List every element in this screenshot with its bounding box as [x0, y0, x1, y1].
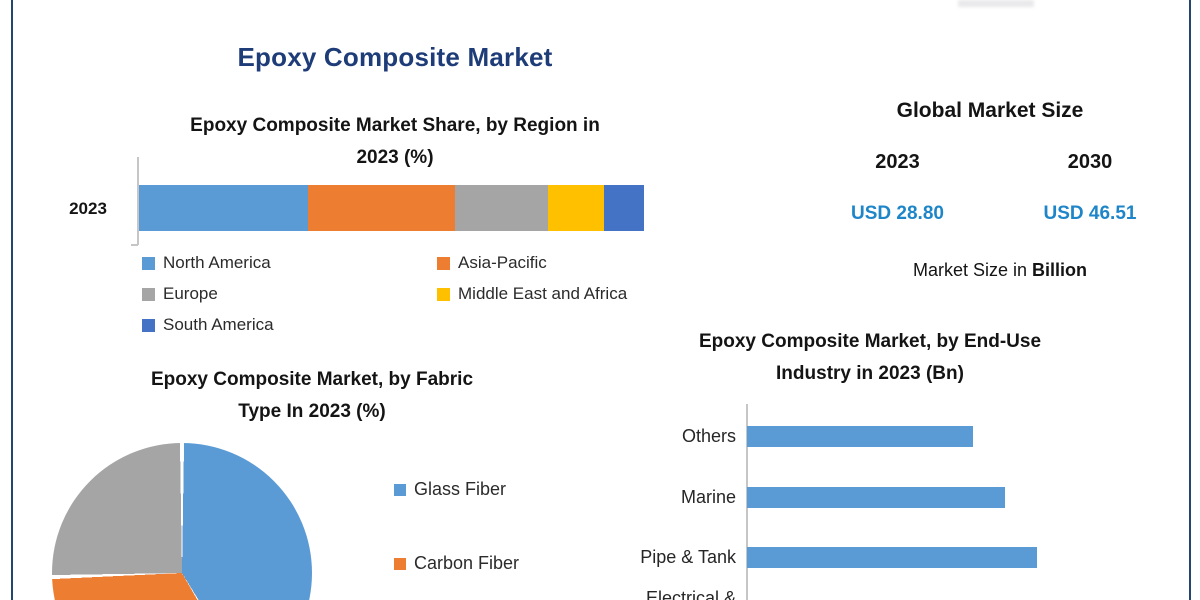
region-legend-item-north-america: North America: [142, 253, 271, 273]
legend-label: South America: [163, 315, 274, 334]
region-chart-title-line1: Epoxy Composite Market Share, by Region …: [190, 115, 600, 136]
fabric-legend-item-glass-fiber: Glass Fiber: [394, 479, 506, 500]
fabric-legend-item-carbon-fiber: Carbon Fiber: [394, 553, 519, 574]
legend-label: Middle East and Africa: [458, 284, 628, 303]
fabric-chart-title-line2: Type In 2023 (%): [238, 401, 386, 422]
market-size-caption-prefix: Market Size in: [912, 260, 1033, 280]
region-segment-south-america: [603, 185, 644, 231]
right-border-line: [1189, 0, 1191, 600]
enduse-category-label: Marine: [680, 487, 736, 507]
fabric-chart-title: Epoxy Composite Market, by Fabric Type I…: [92, 364, 532, 428]
region-chart-title-line2: 2023 (%): [356, 147, 434, 168]
legend-label: Glass Fiber: [414, 479, 507, 499]
enduse-bar-marine: [747, 487, 1005, 508]
region-legend-item-asia-pacific: Asia-Pacific: [437, 253, 547, 273]
enduse-chart-title-line2: Industry in 2023 (Bn): [776, 363, 964, 384]
region-legend-item-south-america: South America: [142, 315, 274, 335]
enduse-chart-title: Epoxy Composite Market, by End-Use Indus…: [640, 326, 1100, 390]
legend-label: Asia-Pacific: [458, 253, 547, 272]
region-axis-category-label: 2023: [69, 199, 107, 218]
enduse-category-label: Others: [681, 426, 736, 446]
region-axis-tick: [131, 244, 138, 246]
region-legend-item-europe: Europe: [142, 284, 218, 304]
legend-label: Carbon Fiber: [414, 553, 520, 573]
market-size-year-2023: 2023: [875, 151, 920, 173]
page-title: Epoxy Composite Market: [237, 42, 553, 72]
legend-swatch-icon: [437, 287, 450, 301]
enduse-bar-pipe-tank: [747, 547, 1037, 568]
region-segment-middle-east-and-africa: [548, 185, 604, 231]
market-size-year-2030: 2030: [1067, 151, 1113, 173]
legend-swatch-icon: [142, 287, 155, 301]
region-segment-asia-pacific: [308, 185, 455, 231]
region-legend-item-middle-east-and-africa: Middle East and Africa: [437, 284, 627, 304]
enduse-bar-others: [747, 426, 973, 447]
region-stacked-bar: [139, 185, 644, 231]
legend-swatch-icon: [394, 483, 406, 496]
market-size-heading: Global Market Size: [896, 99, 1084, 122]
left-border-line: [11, 0, 13, 600]
legend-label: Europe: [163, 284, 218, 303]
fabric-pie: [52, 443, 312, 600]
region-y-axis-line: [137, 157, 139, 245]
market-size-caption-unit: Billion: [1032, 260, 1088, 280]
enduse-category-label-cropped: Electrical &: [645, 588, 736, 600]
cropped-watermark-fragment: [958, 0, 1034, 7]
fabric-chart-title-line1: Epoxy Composite Market, by Fabric: [150, 369, 474, 390]
region-chart-title: Epoxy Composite Market Share, by Region …: [125, 110, 665, 174]
market-size-value-2023: USD 28.80: [851, 203, 944, 224]
legend-swatch-icon: [394, 557, 406, 570]
region-segment-north-america: [139, 185, 309, 231]
market-size-value-2030: USD 46.51: [1043, 203, 1137, 224]
enduse-category-label: Pipe & Tank: [640, 547, 736, 567]
market-size-caption: Market Size in Billion: [855, 260, 1145, 281]
legend-label: North America: [163, 253, 271, 272]
legend-swatch-icon: [437, 256, 450, 270]
region-segment-europe: [454, 185, 549, 231]
legend-swatch-icon: [142, 256, 155, 270]
enduse-chart-title-line1: Epoxy Composite Market, by End-Use: [698, 331, 1042, 352]
legend-swatch-icon: [142, 318, 155, 332]
